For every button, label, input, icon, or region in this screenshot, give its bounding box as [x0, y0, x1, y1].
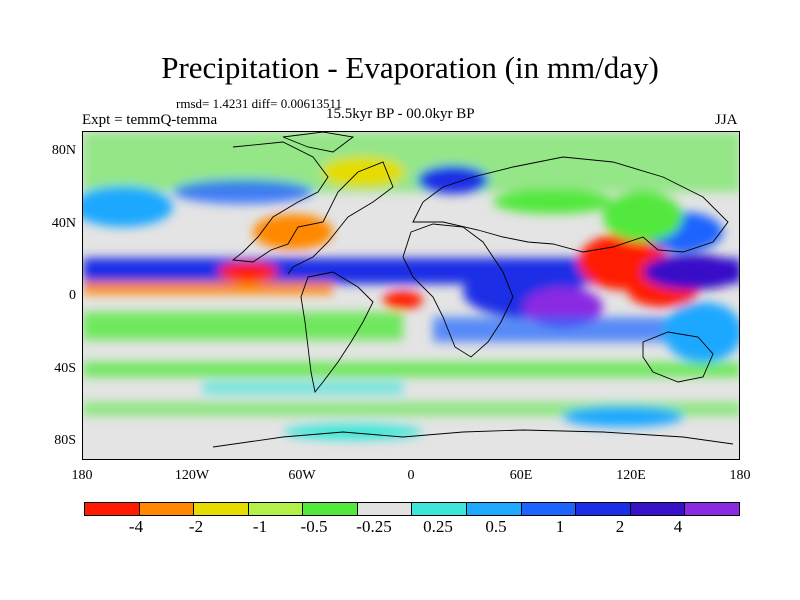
colorbar-segment [357, 503, 413, 515]
colorbar-segment [685, 503, 739, 515]
colorbar-label: 0.25 [423, 517, 453, 536]
colorbar-label: 4 [673, 517, 683, 536]
map-panel [82, 131, 740, 460]
lon-tick-label: 180 [729, 468, 751, 483]
colorbar-segment [303, 503, 358, 515]
plot-title: Precipitation - Evaporation (in mm/day) [161, 50, 659, 85]
colorbar-label: -0.5 [300, 517, 328, 536]
lat-tick-label: 0 [69, 288, 76, 303]
colorbar [84, 502, 740, 516]
lat-tick-label: 40N [51, 216, 76, 231]
colorbar-segment [139, 503, 195, 515]
colorbar-label: -0.25 [356, 517, 392, 536]
map-svg [83, 132, 739, 448]
colorbar-segment [467, 503, 522, 515]
experiment-label: Expt = temmQ-temma [82, 112, 218, 128]
colorbar-label: -1 [252, 517, 268, 536]
colorbar-segment [576, 503, 631, 515]
lat-tick-label: 80S [54, 433, 76, 448]
colorbar-segment [248, 503, 304, 515]
period-label: 15.5kyr BP - 00.0kyr BP [326, 106, 475, 122]
stats-text: rmsd= 1.4231 diff= 0.00613511 [176, 96, 342, 111]
colorbar-label: 0.5 [485, 517, 507, 536]
coastlines [212, 132, 734, 448]
lat-tick-label: 80N [51, 143, 76, 158]
lon-tick-label: 0 [407, 468, 415, 483]
season-label: JJA [715, 112, 738, 128]
lon-tick-label: 60W [288, 468, 316, 483]
colorbar-segment [412, 503, 468, 515]
colorbar-segment [85, 503, 140, 515]
colorbar-label: 2 [615, 517, 625, 536]
colorbar-label: 1 [555, 517, 565, 536]
colorbar-label: -2 [188, 517, 204, 536]
lon-tick-label: 60E [509, 468, 533, 483]
lat-tick-label: 40S [54, 361, 76, 376]
lon-tick-label: 120W [174, 468, 210, 483]
colorbar-segment [521, 503, 577, 515]
precip-field [83, 132, 739, 440]
colorbar-segment [630, 503, 686, 515]
lon-tick-label: 180 [71, 468, 93, 483]
colorbar-label: -4 [128, 517, 144, 536]
colorbar-segment [194, 503, 249, 515]
lon-tick-label: 120E [616, 468, 646, 483]
